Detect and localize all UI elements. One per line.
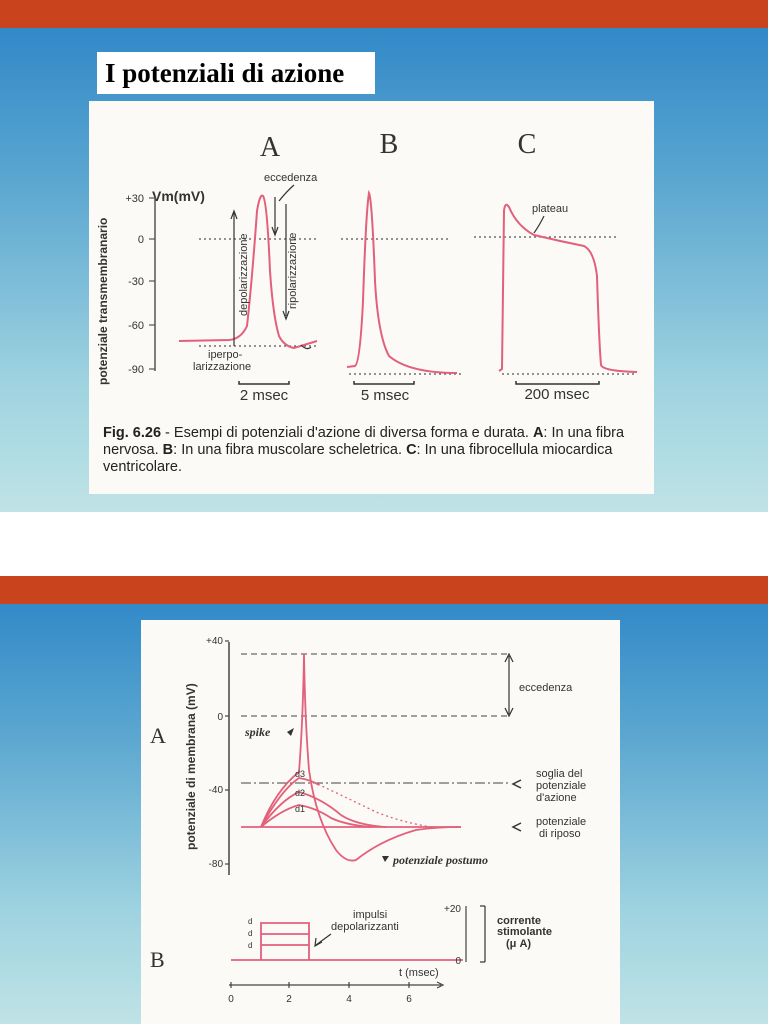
caption-text-3: : In una fibra muscolare scheletrica.: [173, 442, 407, 458]
y-unit: Vm(mV): [152, 188, 205, 204]
col-label-a: A: [260, 132, 281, 163]
label-depolarizzazione: depolarizzazione: [238, 233, 250, 316]
trace-a: [178, 194, 318, 350]
y2-tick-m40: -40: [209, 785, 224, 796]
caption-fig: Fig. 6.26: [103, 425, 162, 441]
panel-label-a: A: [150, 723, 166, 748]
figure-panel-1: potenziale transmembranario Vm(mV) +30 0…: [89, 101, 654, 494]
figure-caption: Fig. 6.26 - Esempi di potenziali d'azion…: [103, 425, 648, 476]
col-label-c: C: [518, 129, 537, 160]
label-corrente-3: (μ A): [506, 938, 531, 950]
label-corrente-2: stimolante: [497, 926, 552, 938]
label-ripolarizzazione: ripolarizzazione: [287, 233, 299, 309]
current-tick-0: 0: [455, 956, 461, 967]
caption-text-1: - Esempi di potenziali d'azione di diver…: [161, 425, 533, 441]
y-tick-0: 0: [138, 234, 144, 246]
label-corrente-1: corrente: [497, 915, 541, 927]
t-tick-6: 6: [406, 994, 412, 1005]
label-d3: d3: [295, 769, 305, 779]
t-tick-4: 4: [346, 994, 352, 1005]
y2-tick-p40: +40: [206, 636, 223, 647]
y2-tick-0: 0: [217, 712, 223, 723]
caption-c: C: [406, 442, 417, 458]
label-iperpo: iperpo-: [208, 349, 243, 361]
svg-text:d: d: [248, 917, 252, 926]
y-tick-m90: -90: [128, 364, 144, 376]
panel-label-b: B: [150, 947, 165, 972]
current-tick-p20: +20: [444, 904, 461, 915]
caption-b: B: [162, 442, 174, 458]
middle-band: [0, 576, 768, 604]
label-soglia-1: soglia del: [536, 768, 582, 780]
scale-bar-c: 200 msec: [524, 386, 590, 403]
y-tick-m60: -60: [128, 320, 144, 332]
trace-d1: [260, 804, 372, 828]
trace-b: [346, 189, 458, 374]
scale-bar-b: 5 msec: [361, 387, 410, 404]
trace-c: [498, 203, 638, 373]
scale-bar-a: 2 msec: [240, 387, 289, 404]
slide-1: I potenziali di azione potenziale transm…: [0, 0, 768, 512]
action-potentials-figure: potenziale transmembranario Vm(mV) +30 0…: [96, 129, 638, 404]
col-label-b: B: [380, 129, 399, 160]
label-soglia-3: d'azione: [536, 792, 577, 804]
trace-d2: [260, 791, 387, 828]
label-spike: spike: [244, 725, 271, 739]
label-soglia-2: potenziale: [536, 780, 586, 792]
caption-text-2: : In una fibra nervosa.: [103, 425, 625, 458]
label-d2: d2: [295, 788, 305, 798]
y-axis-label: potenziale transmembranario: [96, 218, 110, 385]
label-plateau: plateau: [532, 203, 568, 215]
label-eccedenza-2: eccedenza: [519, 682, 573, 694]
label-eccedenza-a: eccedenza: [264, 172, 318, 184]
threshold-figure: A B potenziale di membrana (mV) +40 0 -4…: [150, 636, 586, 1005]
figure-panel-2: A B potenziale di membrana (mV) +40 0 -4…: [141, 620, 620, 1024]
t-tick-2: 2: [286, 994, 292, 1005]
caption-text-4: : In una fibrocellula miocardica ventric…: [103, 442, 613, 475]
y2-tick-m80: -80: [209, 859, 224, 870]
caption-a: A: [532, 425, 544, 441]
t-axis-label: t (msec): [399, 967, 439, 979]
label-riposo-2: di riposo: [539, 828, 581, 840]
y-tick-p30: +30: [125, 193, 144, 205]
trace-spike: [260, 653, 462, 862]
label-larizzazione: larizzazione: [193, 361, 251, 373]
svg-text:d: d: [248, 929, 252, 938]
slide-title: I potenziali di azione: [97, 52, 375, 94]
label-impulsi-2: depolarizzanti: [331, 921, 399, 933]
svg-text:d: d: [248, 941, 252, 950]
slide-2: A B potenziale di membrana (mV) +40 0 -4…: [0, 576, 768, 1024]
top-band: [0, 0, 768, 28]
label-d1: d1: [295, 804, 305, 814]
t-tick-0: 0: [228, 994, 234, 1005]
label-postumo: potenziale postumo: [392, 853, 488, 867]
y-tick-m30: -30: [128, 276, 144, 288]
y-axis-label-2: potenziale di membrana (mV): [184, 683, 198, 850]
label-riposo-1: potenziale: [536, 816, 586, 828]
label-impulsi-1: impulsi: [353, 909, 387, 921]
